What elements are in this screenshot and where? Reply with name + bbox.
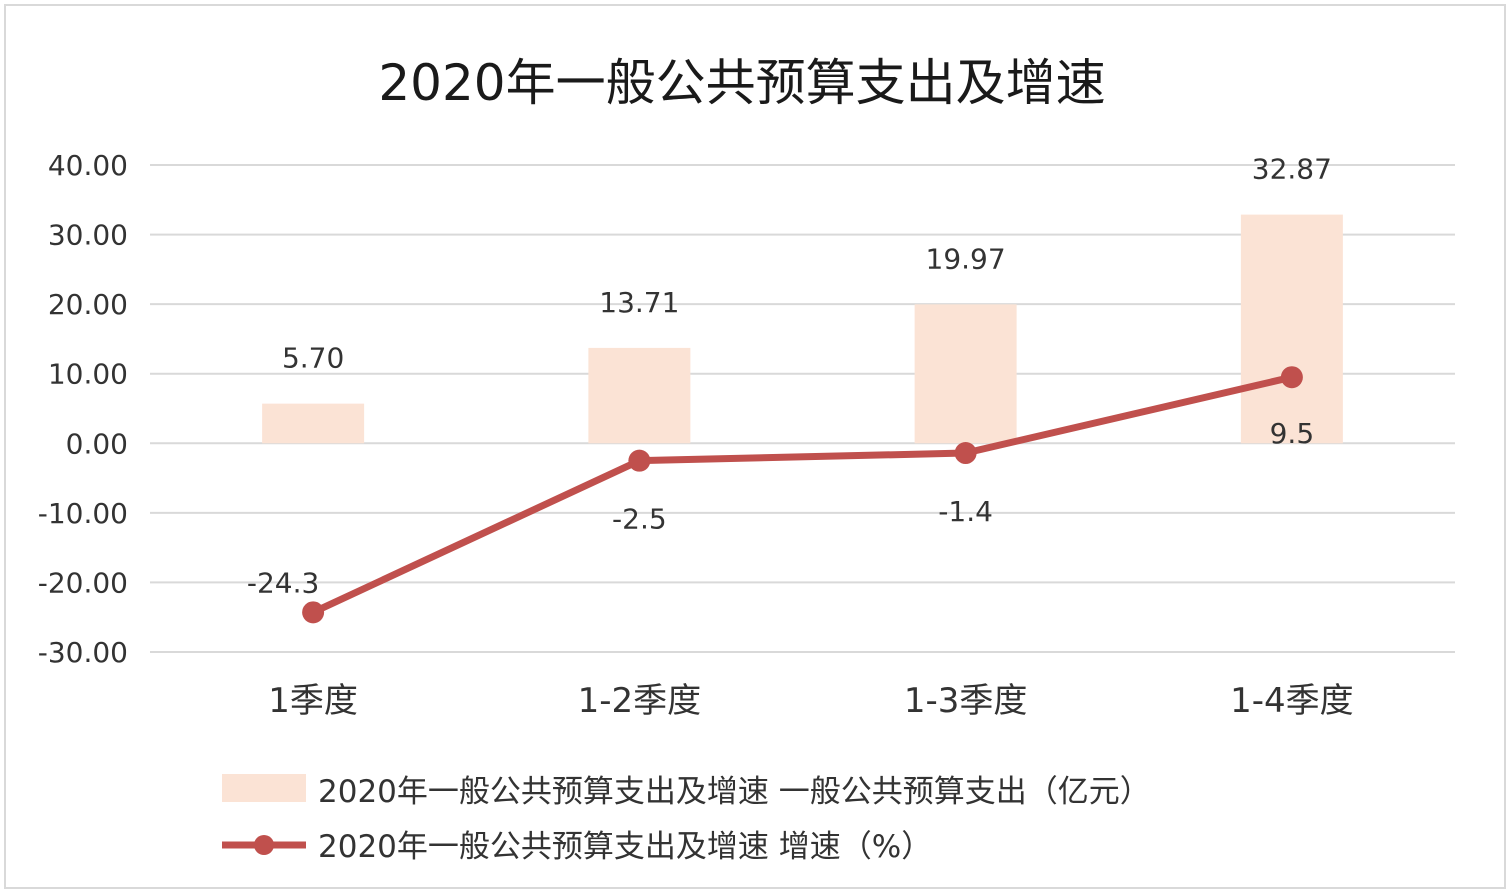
bar: [1240, 214, 1343, 444]
y-tick-label: 40.00: [48, 149, 128, 182]
chart-frame: [4, 4, 1506, 889]
line-point: [954, 442, 977, 465]
line-point: [1280, 366, 1303, 389]
legend: 2020年一般公共预算支出及增速 一般公共预算支出（亿元） 2020年一般公共预…: [222, 774, 1151, 865]
bar: [914, 304, 1017, 444]
line-point: [302, 601, 325, 624]
bar-data-labels: 5.70 13.71 19.97 32.87: [282, 153, 1332, 375]
x-category-label: 1-4季度: [1230, 681, 1354, 721]
legend-bar-swatch: [222, 774, 306, 802]
bar-data-label: 19.97: [926, 242, 1006, 275]
legend-line-label: 2020年一般公共预算支出及增速 增速（%）: [318, 829, 932, 865]
y-tick-label: -30.00: [38, 636, 128, 669]
x-category-label: 1-3季度: [904, 681, 1028, 721]
x-category-label: 1-2季度: [578, 681, 702, 721]
bar-data-label: 5.70: [282, 342, 344, 375]
line-path: [311, 373, 1293, 616]
bar: [262, 403, 365, 444]
y-tick-label: -10.00: [38, 497, 128, 530]
y-axis-ticks: 40.00 30.00 20.00 10.00 0.00 -10.00 -20.00 -30.…: [38, 149, 128, 669]
x-category-label: 1季度: [268, 681, 358, 721]
y-tick-label: 10.00: [48, 358, 128, 391]
legend-line-marker: [254, 835, 274, 855]
legend-bar-label: 2020年一般公共预算支出及增速 一般公共预算支出（亿元）: [318, 774, 1151, 810]
chart-title: 2020年一般公共预算支出及增速: [378, 54, 1105, 112]
line-data-label: -24.3: [247, 566, 319, 599]
gridlines: [150, 164, 1455, 653]
line-data-label: 9.5: [1270, 417, 1315, 450]
bar-data-label: 13.71: [599, 286, 679, 319]
bar-data-label: 32.87: [1252, 153, 1332, 186]
y-tick-label: 0.00: [66, 427, 128, 460]
line-data-label: -2.5: [612, 503, 667, 536]
y-tick-label: 20.00: [48, 288, 128, 321]
line-point: [628, 449, 651, 472]
bar-series: [262, 214, 1343, 444]
x-axis-categories: 1季度 1-2季度 1-3季度 1-4季度: [268, 681, 1353, 721]
line-data-labels: -24.3 -2.5 -1.4 9.5: [247, 417, 1314, 599]
y-tick-label: -20.00: [38, 566, 128, 599]
line-data-label: -1.4: [938, 495, 993, 528]
bar: [588, 347, 691, 444]
y-tick-label: 30.00: [48, 219, 128, 252]
line-series: [302, 366, 1303, 624]
